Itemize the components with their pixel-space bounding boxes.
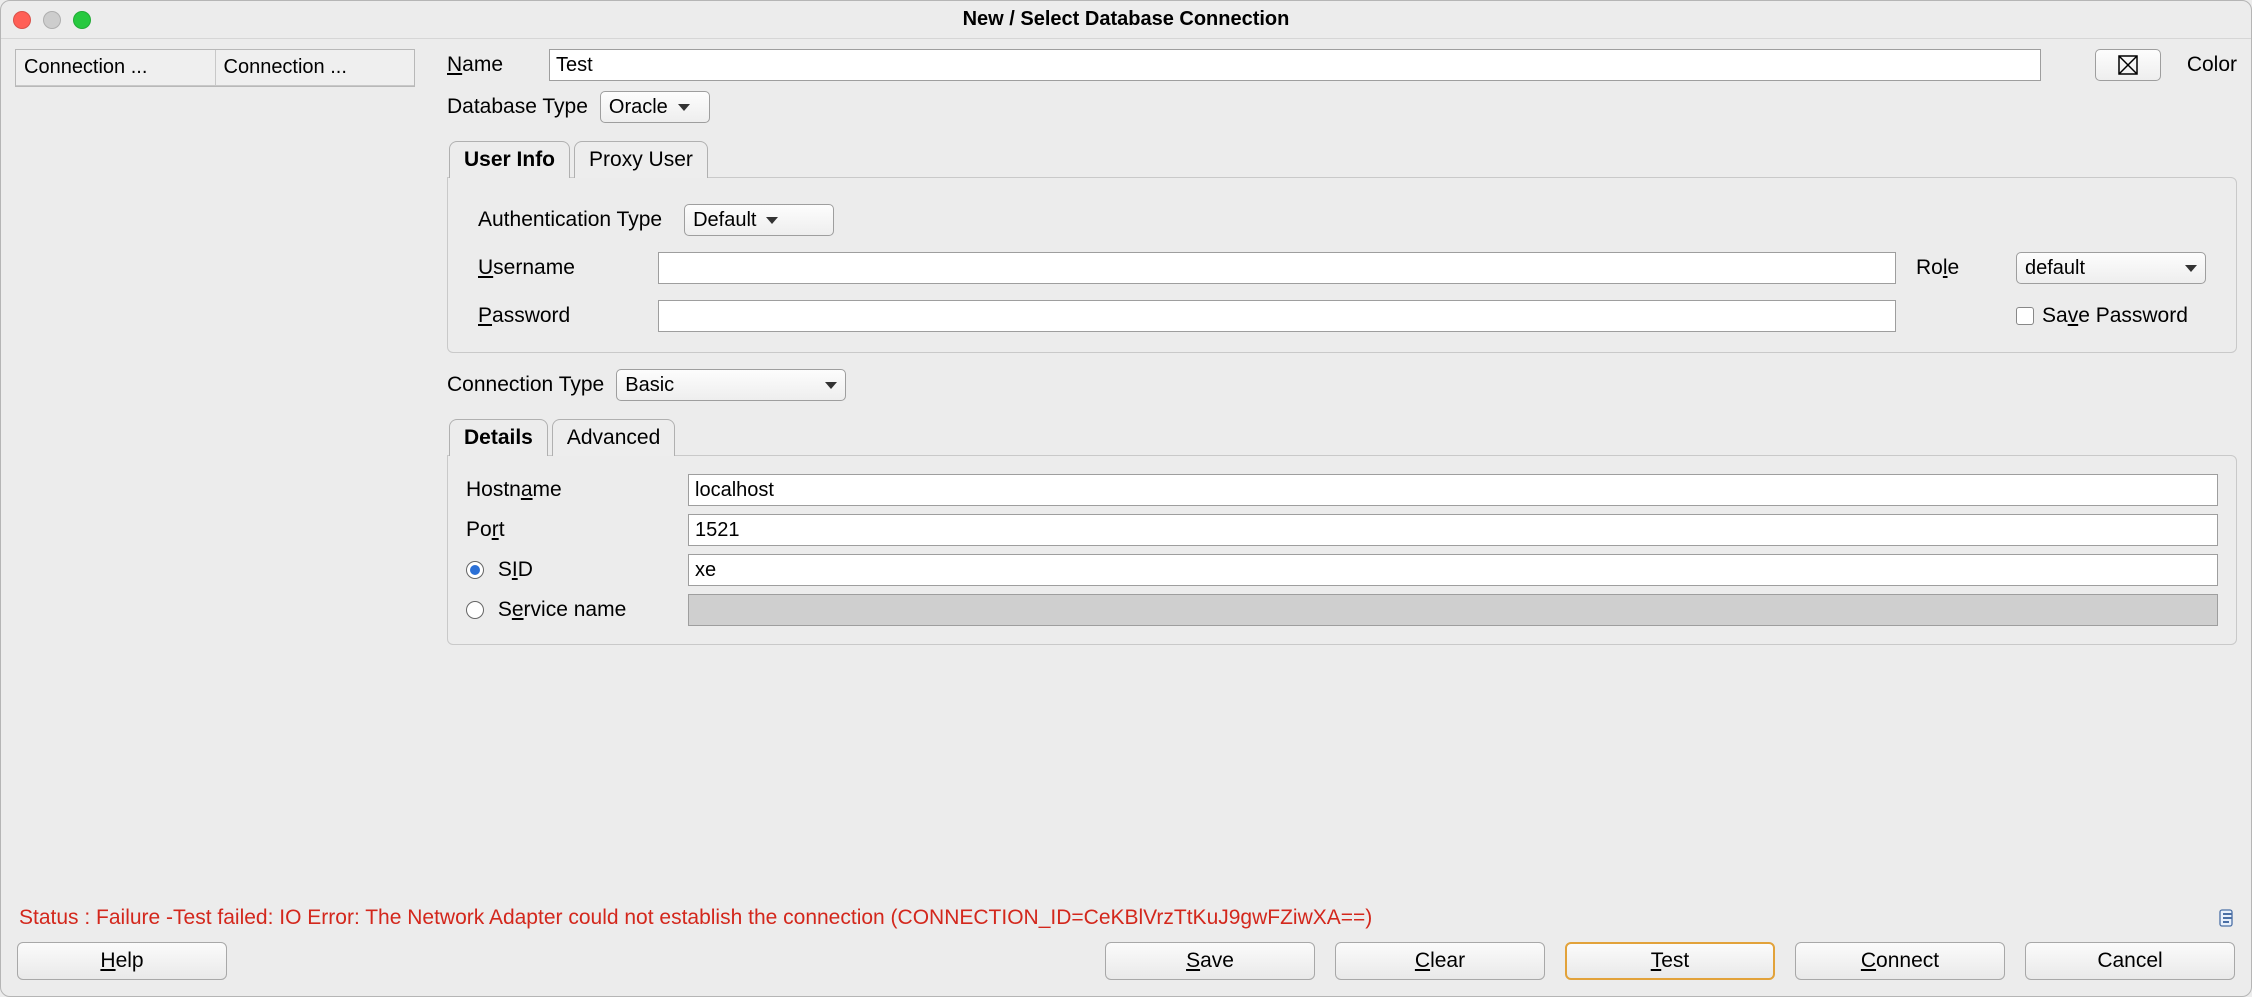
connections-column-2[interactable]: Connection ...	[216, 50, 415, 85]
auth-type-label: Authentication Type	[478, 208, 662, 232]
port-field[interactable]	[688, 514, 2218, 546]
connection-type-value: Basic	[625, 374, 674, 397]
test-button[interactable]: Test	[1565, 942, 1775, 980]
maximize-window-button[interactable]	[73, 11, 91, 29]
window-controls	[13, 11, 91, 29]
connection-form: Name Color Database Type	[447, 49, 2237, 904]
save-password-label: Save Password	[2042, 304, 2188, 328]
chevron-down-icon	[825, 382, 837, 389]
database-type-label: Database Type	[447, 95, 588, 119]
tab-details[interactable]: Details	[449, 419, 548, 456]
connect-button[interactable]: Connect	[1795, 942, 2005, 980]
connection-type-select[interactable]: Basic	[616, 369, 846, 401]
password-field[interactable]	[658, 300, 1896, 332]
service-name-radio-row[interactable]: Service name	[466, 598, 676, 622]
hostname-field[interactable]	[688, 474, 2218, 506]
close-window-button[interactable]	[13, 11, 31, 29]
database-type-value: Oracle	[609, 96, 668, 119]
service-name-radio[interactable]	[466, 601, 484, 619]
clipboard-icon	[2215, 907, 2237, 929]
dialog-window: New / Select Database Connection Connect…	[0, 0, 2252, 997]
username-field[interactable]	[658, 252, 1896, 284]
connections-sidebar: Connection ... Connection ...	[15, 49, 415, 87]
color-label: Color	[2187, 53, 2237, 77]
user-info-panel: Authentication Type Default Username Rol…	[447, 177, 2237, 353]
password-label: Password	[478, 304, 638, 328]
service-name-field	[688, 594, 2218, 626]
color-picker-button[interactable]	[2095, 49, 2161, 81]
color-swatch-icon	[2116, 53, 2140, 77]
role-label: Role	[1916, 256, 1996, 280]
chevron-down-icon	[2185, 265, 2197, 272]
copy-status-button[interactable]	[2215, 907, 2237, 929]
connection-type-label: Connection Type	[447, 373, 604, 397]
chevron-down-icon	[766, 217, 778, 224]
save-button[interactable]: Save	[1105, 942, 1315, 980]
tab-advanced[interactable]: Advanced	[552, 419, 675, 456]
database-type-select[interactable]: Oracle	[600, 91, 710, 123]
user-tabs: User Info Proxy User	[447, 141, 2237, 178]
title-bar: New / Select Database Connection	[1, 1, 2251, 39]
auth-type-value: Default	[693, 209, 756, 232]
name-label: Name	[447, 53, 537, 77]
sid-radio-row[interactable]: SID	[466, 558, 676, 582]
hostname-label: Hostname	[466, 478, 676, 502]
port-label: Port	[466, 518, 676, 542]
details-tabs: Details Advanced	[447, 419, 2237, 456]
connections-table-header: Connection ... Connection ...	[16, 50, 414, 86]
sidebar-resize-handle[interactable]	[429, 49, 433, 904]
dialog-button-bar: Help Save Clear Test Connect Cancel	[1, 932, 2251, 996]
role-select[interactable]: default	[2016, 252, 2206, 284]
clear-button[interactable]: Clear	[1335, 942, 1545, 980]
tab-proxy-user[interactable]: Proxy User	[574, 141, 708, 178]
sid-radio[interactable]	[466, 561, 484, 579]
save-password-checkbox[interactable]	[2016, 307, 2034, 325]
username-label: Username	[478, 256, 638, 280]
tab-user-info[interactable]: User Info	[449, 141, 570, 178]
name-field[interactable]	[549, 49, 2041, 81]
minimize-window-button[interactable]	[43, 11, 61, 29]
role-value: default	[2025, 257, 2085, 280]
chevron-down-icon	[678, 104, 690, 111]
status-message: Status : Failure -Test failed: IO Error:…	[19, 906, 1372, 930]
window-title: New / Select Database Connection	[1, 8, 2251, 31]
details-panel: Hostname Port SID	[447, 455, 2237, 645]
save-password-checkbox-row[interactable]: Save Password	[2016, 304, 2206, 328]
help-button[interactable]: Help	[17, 942, 227, 980]
cancel-button[interactable]: Cancel	[2025, 942, 2235, 980]
connections-column-1[interactable]: Connection ...	[16, 50, 216, 85]
sid-field[interactable]	[688, 554, 2218, 586]
auth-type-select[interactable]: Default	[684, 204, 834, 236]
